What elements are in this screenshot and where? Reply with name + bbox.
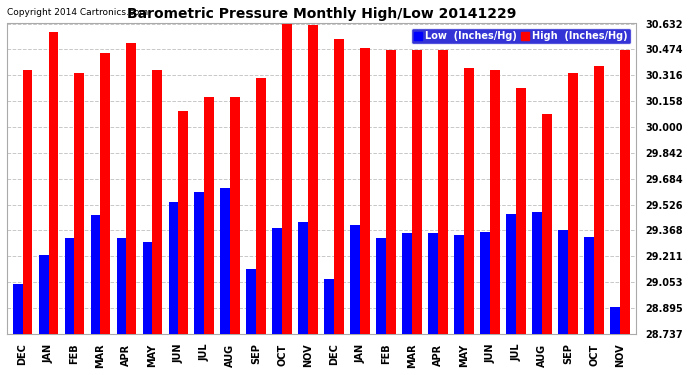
Bar <box>246 269 256 334</box>
Bar <box>12 284 23 334</box>
Bar <box>221 188 230 334</box>
Bar <box>334 39 344 334</box>
Bar <box>195 192 204 334</box>
Bar <box>428 233 438 334</box>
Bar <box>386 50 396 334</box>
Title: Barometric Pressure Monthly High/Low 20141229: Barometric Pressure Monthly High/Low 201… <box>126 7 516 21</box>
Bar <box>48 32 59 334</box>
Text: Copyright 2014 Cartronics.com: Copyright 2014 Cartronics.com <box>7 8 148 17</box>
Bar <box>152 70 162 334</box>
Bar <box>282 24 292 334</box>
Legend: Low  (Inches/Hg), High  (Inches/Hg): Low (Inches/Hg), High (Inches/Hg) <box>411 28 631 44</box>
Bar <box>298 222 308 334</box>
Bar <box>568 73 578 334</box>
Bar <box>230 98 240 334</box>
Bar <box>101 53 110 334</box>
Bar <box>308 26 318 334</box>
Bar <box>376 238 386 334</box>
Bar <box>438 50 448 334</box>
Bar <box>506 214 516 334</box>
Bar <box>126 44 137 334</box>
Bar <box>351 225 360 334</box>
Bar <box>75 73 84 334</box>
Bar <box>143 242 152 334</box>
Bar <box>204 98 214 334</box>
Bar <box>23 70 32 334</box>
Bar <box>594 66 604 334</box>
Bar <box>412 50 422 334</box>
Bar <box>532 212 542 334</box>
Bar <box>402 233 412 334</box>
Bar <box>117 238 126 334</box>
Bar <box>273 228 282 334</box>
Bar <box>490 70 500 334</box>
Bar <box>39 255 48 334</box>
Bar <box>464 68 474 334</box>
Bar <box>256 78 266 334</box>
Bar <box>360 48 370 334</box>
Bar <box>542 114 552 334</box>
Bar <box>65 238 75 334</box>
Bar <box>584 237 594 334</box>
Bar <box>610 307 620 334</box>
Bar <box>90 215 101 334</box>
Bar <box>516 88 526 334</box>
Bar <box>454 235 464 334</box>
Bar <box>324 279 334 334</box>
Bar <box>558 230 568 334</box>
Bar <box>168 202 179 334</box>
Bar <box>179 111 188 334</box>
Bar <box>480 232 490 334</box>
Bar <box>620 50 630 334</box>
